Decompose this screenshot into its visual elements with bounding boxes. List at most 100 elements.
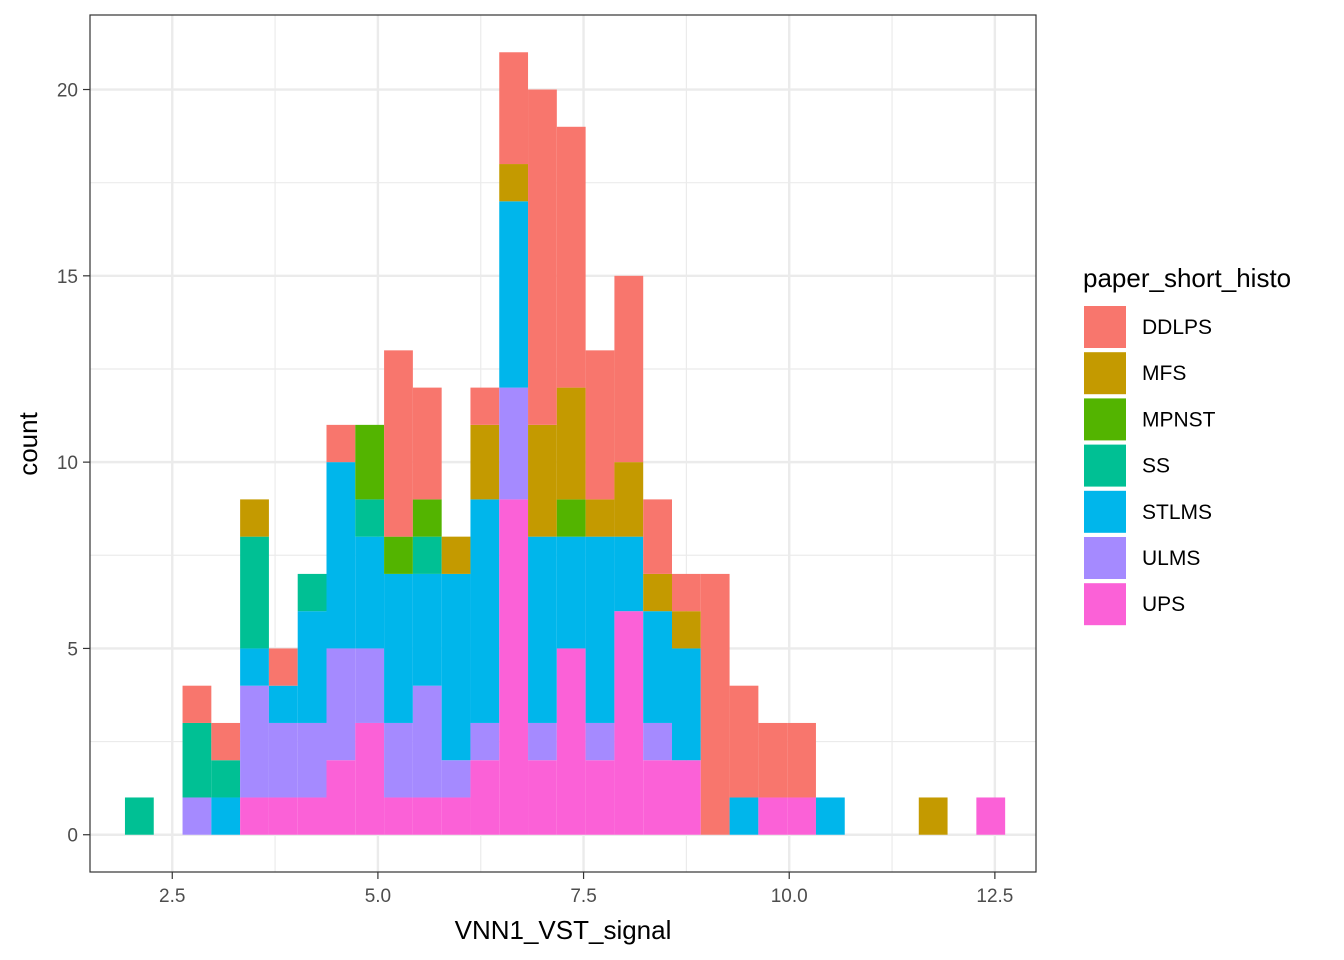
bar-segment-ups — [268, 797, 298, 835]
bar-segment-ups — [671, 760, 701, 835]
legend-label-stlms: STLMS — [1142, 501, 1212, 524]
bar-segment-ddlps — [182, 685, 212, 723]
bar-segment-ddlps — [729, 685, 759, 798]
bar-segment-ddlps — [470, 387, 500, 425]
legend-key-ulms — [1084, 537, 1126, 579]
bar-segment-ulms — [412, 685, 442, 798]
bar-segment-mpnst — [556, 499, 586, 537]
bar-segment-stlms — [614, 536, 644, 612]
bar-segment-ddlps — [384, 350, 413, 537]
bar-segment-stlms — [470, 499, 500, 723]
bar-segment-stlms — [384, 573, 413, 723]
legend-key-stlms — [1084, 490, 1126, 533]
legend-label-ups: UPS — [1142, 593, 1185, 616]
bar-segment-ss — [211, 760, 241, 798]
bar-segment-ulms — [499, 387, 529, 500]
legend-label-mfs: MFS — [1142, 362, 1186, 385]
y-tick-label: 20 — [57, 81, 78, 102]
bar-segment-stlms — [556, 536, 586, 649]
bar-segment-ulms — [643, 722, 672, 761]
bar-segment-ddlps — [614, 275, 644, 463]
x-tick-label: 10.0 — [771, 886, 808, 907]
bar-segment-ddlps — [700, 573, 730, 835]
bar-segment-ulms — [240, 685, 269, 798]
bar-segment-ups — [585, 760, 615, 835]
legend: paper_short_histo DDLPS MFS MPNST SS STLMS UL… — [1083, 263, 1291, 626]
bar-segment-ups — [297, 797, 327, 835]
bar-segment-mfs — [499, 164, 529, 202]
legend-label-ddlps: DDLPS — [1142, 316, 1212, 339]
bar-segment-stlms — [240, 648, 269, 686]
bar-segment-ddlps — [268, 648, 298, 686]
bar-segment-stlms — [671, 648, 701, 761]
bar-segment-stlms — [499, 201, 529, 388]
bar-segment-mpnst — [355, 424, 385, 500]
bar-segment-ddlps — [758, 722, 788, 798]
bar-segment-ups — [441, 797, 471, 835]
x-axis-ticks: 2.5 5.0 7.5 10.0 12.5 — [159, 872, 1013, 907]
bar-segment-ups — [355, 722, 385, 835]
bar-segment-stlms — [355, 536, 385, 649]
bar-segment-ddlps — [585, 350, 615, 500]
bar-segment-mfs — [614, 462, 644, 537]
bar-segment-mfs — [240, 499, 269, 537]
bar-segment-stlms — [528, 536, 557, 723]
panel-border — [89, 14, 1037, 873]
bar-segment-ddlps — [499, 52, 529, 165]
bar-segment-ddlps — [643, 499, 672, 574]
legend-title: paper_short_histo — [1083, 263, 1291, 293]
bar-segment-stlms — [211, 797, 241, 835]
x-tick-label: 2.5 — [159, 886, 185, 907]
bar-segment-ss — [182, 722, 212, 798]
y-tick-label: 5 — [67, 639, 78, 660]
bar-segment-stlms — [441, 573, 471, 761]
x-tick-label: 12.5 — [976, 886, 1013, 907]
legend-key-ss — [1084, 444, 1126, 487]
bar-segment-mfs — [643, 573, 672, 612]
bar-segment-ups — [470, 760, 500, 835]
legend-label-mpnst: MPNST — [1142, 408, 1216, 431]
bar-segment-ups — [240, 797, 269, 835]
bar-segment-stlms — [297, 611, 327, 723]
bar-segment-ddlps — [326, 424, 356, 463]
bar-segment-mfs — [441, 536, 471, 574]
legend-key-ups — [1084, 583, 1126, 626]
bar-segment-ups — [528, 760, 557, 835]
bar-segment-ups — [758, 797, 788, 835]
y-axis-ticks: 0 5 10 15 20 — [57, 81, 90, 847]
bar-segment-ulms — [297, 722, 327, 798]
bar-segment-mfs — [671, 611, 701, 649]
bar-segment-ulms — [585, 722, 615, 761]
bar-segment-ups — [556, 648, 586, 835]
bar-segment-stlms — [412, 573, 442, 686]
bar-segment-stlms — [815, 797, 845, 835]
bar-segment-mfs — [528, 424, 557, 537]
bar-segment-mfs — [585, 499, 615, 537]
legend-label-ss: SS — [1142, 455, 1170, 478]
bar-segment-ddlps — [556, 126, 586, 388]
bar-segment-ddlps — [211, 722, 241, 761]
bar-segment-ups — [326, 760, 356, 835]
legend-key-ddlps — [1084, 306, 1126, 348]
bar-segment-ss — [124, 797, 154, 835]
x-tick-label: 5.0 — [365, 886, 391, 907]
bar-segment-ups — [976, 797, 1006, 835]
legend-key-mpnst — [1084, 398, 1126, 441]
bar-segment-ups — [614, 611, 644, 835]
legend-items: DDLPS MFS MPNST SS STLMS ULMS UPS — [1084, 306, 1216, 626]
x-axis-title: VNN1_VST_signal — [455, 915, 672, 945]
bar-segment-stlms — [326, 462, 356, 649]
bar-segment-ups — [384, 797, 413, 835]
bar-segment-ulms — [326, 648, 356, 761]
x-tick-label: 7.5 — [570, 886, 596, 907]
bar-segment-ddlps — [787, 722, 816, 798]
legend-key-mfs — [1084, 352, 1126, 395]
legend-label-ulms: ULMS — [1142, 547, 1200, 570]
bar-segment-ss — [297, 573, 327, 612]
bar-segment-stlms — [268, 685, 298, 723]
bar-segment-ups — [412, 797, 442, 835]
bar-segment-ulms — [182, 797, 212, 835]
bar-segment-ups — [787, 797, 816, 835]
bar-segment-stlms — [729, 797, 759, 835]
